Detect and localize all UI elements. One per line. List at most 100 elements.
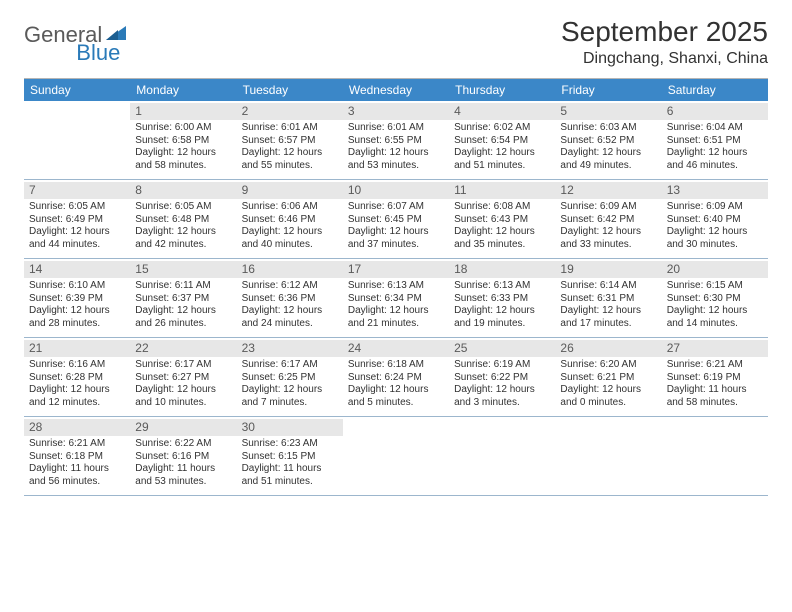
day-cell: 25 Sunrise: 6:19 AMSunset: 6:22 PMDayligh… [449,338,555,416]
sunrise-text: Sunrise: 6:09 AM [560,201,656,214]
day2-text: and 55 minutes. [242,160,338,173]
day2-text: and 58 minutes. [667,397,763,410]
sunrise-text: Sunrise: 6:12 AM [242,280,338,293]
day-cell: 3Sunrise: 6:01 AMSunset: 6:55 PMDaylight… [343,101,449,179]
weekday-header: Sunday [24,79,130,101]
sunset-text: Sunset: 6:39 PM [29,293,125,306]
day1-text: Daylight: 12 hours [348,147,444,160]
sunrise-text: Sunrise: 6:08 AM [454,201,550,214]
sunset-text: Sunset: 6:51 PM [667,135,763,148]
day-number: 19 [555,261,661,278]
day2-text: and 49 minutes. [560,160,656,173]
day2-text: and 56 minutes. [29,476,125,489]
logo-text-blue: Blue [76,40,120,66]
day-cell [662,417,768,495]
sunset-text: Sunset: 6:16 PM [135,451,231,464]
week-row: 21Sunrise: 6:16 AMSunset: 6:28 PMDayligh… [24,338,768,417]
day-cell: 27Sunrise: 6:21 AMSunset: 6:19 PMDayligh… [662,338,768,416]
sunset-text: Sunset: 6:46 PM [242,214,338,227]
day2-text: and 51 minutes. [242,476,338,489]
sunset-text: Sunset: 6:45 PM [348,214,444,227]
sunset-text: Sunset: 6:25 PM [242,372,338,385]
sunrise-text: Sunrise: 6:11 AM [135,280,231,293]
weekday-header: Tuesday [237,79,343,101]
sunrise-text: Sunrise: 6:20 AM [560,359,656,372]
day1-text: Daylight: 12 hours [135,384,231,397]
weekday-header: Monday [130,79,236,101]
sunrise-text: Sunrise: 6:19 AM [454,359,550,372]
day-cell: 29Sunrise: 6:22 AMSunset: 6:16 PMDayligh… [130,417,236,495]
day-cell: 23Sunrise: 6:17 AMSunset: 6:25 PMDayligh… [237,338,343,416]
day-cell: 7Sunrise: 6:05 AMSunset: 6:49 PMDaylight… [24,180,130,258]
sunset-text: Sunset: 6:22 PM [454,372,550,385]
day-cell: 17Sunrise: 6:13 AMSunset: 6:34 PMDayligh… [343,259,449,337]
day1-text: Daylight: 12 hours [454,305,550,318]
sunrise-text: Sunrise: 6:23 AM [242,438,338,451]
day-cell: 2Sunrise: 6:01 AMSunset: 6:57 PMDaylight… [237,101,343,179]
day-cell: 28Sunrise: 6:21 AMSunset: 6:18 PMDayligh… [24,417,130,495]
day1-text: Daylight: 12 hours [135,305,231,318]
sunrise-text: Sunrise: 6:03 AM [560,122,656,135]
week-row: 28Sunrise: 6:21 AMSunset: 6:18 PMDayligh… [24,417,768,496]
day1-text: Daylight: 12 hours [454,226,550,239]
sunrise-text: Sunrise: 6:14 AM [560,280,656,293]
day-cell: 26Sunrise: 6:20 AMSunset: 6:21 PMDayligh… [555,338,661,416]
day-number: 12 [555,182,661,199]
week-row: 7Sunrise: 6:05 AMSunset: 6:49 PMDaylight… [24,180,768,259]
sunset-text: Sunset: 6:52 PM [560,135,656,148]
sunrise-text: Sunrise: 6:15 AM [667,280,763,293]
day-cell: 14Sunrise: 6:10 AMSunset: 6:39 PMDayligh… [24,259,130,337]
weekday-header: Saturday [662,79,768,101]
sunset-text: Sunset: 6:21 PM [560,372,656,385]
day1-text: Daylight: 12 hours [242,147,338,160]
sunrise-text: Sunrise: 6:21 AM [29,438,125,451]
day2-text: and 19 minutes. [454,318,550,331]
sunset-text: Sunset: 6:43 PM [454,214,550,227]
day2-text: and 42 minutes. [135,239,231,252]
day-cell: 19Sunrise: 6:14 AMSunset: 6:31 PMDayligh… [555,259,661,337]
day-number: 20 [662,261,768,278]
day-number: 7 [24,182,130,199]
day1-text: Daylight: 12 hours [135,226,231,239]
sunrise-text: Sunrise: 6:00 AM [135,122,231,135]
day2-text: and 5 minutes. [348,397,444,410]
day1-text: Daylight: 12 hours [454,147,550,160]
day2-text: and 51 minutes. [454,160,550,173]
day-number: 25 [449,340,555,357]
day-number: 9 [237,182,343,199]
sunset-text: Sunset: 6:33 PM [454,293,550,306]
sunrise-text: Sunrise: 6:18 AM [348,359,444,372]
sunset-text: Sunset: 6:31 PM [560,293,656,306]
week-row: 14Sunrise: 6:10 AMSunset: 6:39 PMDayligh… [24,259,768,338]
sunset-text: Sunset: 6:30 PM [667,293,763,306]
weekday-header-row: SundayMondayTuesdayWednesdayThursdayFrid… [24,79,768,101]
day2-text: and 10 minutes. [135,397,231,410]
day1-text: Daylight: 12 hours [667,147,763,160]
day-cell: 13Sunrise: 6:09 AMSunset: 6:40 PMDayligh… [662,180,768,258]
day2-text: and 14 minutes. [667,318,763,331]
sunset-text: Sunset: 6:40 PM [667,214,763,227]
day-number: 17 [343,261,449,278]
day-cell: 30Sunrise: 6:23 AMSunset: 6:15 PMDayligh… [237,417,343,495]
sunrise-text: Sunrise: 6:21 AM [667,359,763,372]
day2-text: and 33 minutes. [560,239,656,252]
day1-text: Daylight: 12 hours [454,384,550,397]
day-number: 6 [662,103,768,120]
weeks-container: 1Sunrise: 6:00 AMSunset: 6:58 PMDaylight… [24,101,768,496]
weekday-header: Wednesday [343,79,449,101]
day-number: 27 [662,340,768,357]
sunrise-text: Sunrise: 6:04 AM [667,122,763,135]
day-number: 24 [343,340,449,357]
week-row: 1Sunrise: 6:00 AMSunset: 6:58 PMDaylight… [24,101,768,180]
day-number: 21 [24,340,130,357]
calendar: SundayMondayTuesdayWednesdayThursdayFrid… [24,78,768,496]
sunrise-text: Sunrise: 6:01 AM [242,122,338,135]
day2-text: and 24 minutes. [242,318,338,331]
sunset-text: Sunset: 6:49 PM [29,214,125,227]
sunset-text: Sunset: 6:34 PM [348,293,444,306]
day-cell: 16Sunrise: 6:12 AMSunset: 6:36 PMDayligh… [237,259,343,337]
day-cell: 10Sunrise: 6:07 AMSunset: 6:45 PMDayligh… [343,180,449,258]
day1-text: Daylight: 12 hours [29,305,125,318]
sunset-text: Sunset: 6:55 PM [348,135,444,148]
sunrise-text: Sunrise: 6:13 AM [348,280,444,293]
